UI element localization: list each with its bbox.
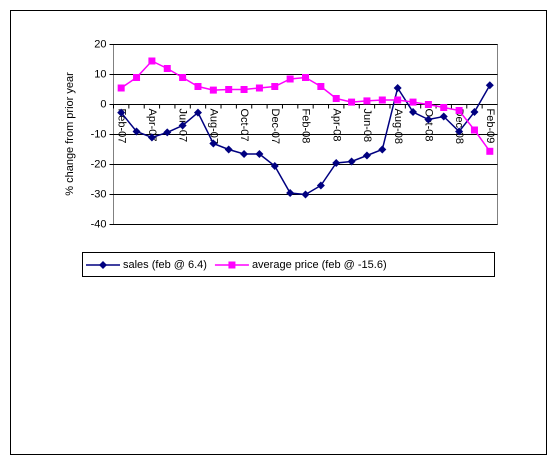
- marker: [147, 133, 156, 142]
- marker: [378, 96, 386, 104]
- marker: [424, 115, 433, 124]
- marker: [117, 108, 126, 117]
- marker: [409, 108, 418, 116]
- x-tick-label: Aug-07: [207, 109, 219, 144]
- marker: [194, 83, 202, 90]
- y-tick-label: 10: [94, 68, 106, 80]
- marker: [455, 107, 463, 114]
- marker: [362, 151, 371, 160]
- marker: [439, 112, 448, 121]
- marker: [132, 127, 141, 136]
- marker: [209, 139, 218, 148]
- marker: [255, 150, 264, 158]
- marker: [316, 181, 325, 190]
- marker: [470, 126, 478, 134]
- marker: [117, 84, 125, 92]
- marker: [394, 96, 402, 104]
- marker: [209, 86, 217, 94]
- x-tick-label: Oct-07: [238, 109, 250, 142]
- y-tick-label: -10: [91, 128, 107, 140]
- marker: [179, 74, 187, 81]
- marker: [286, 189, 295, 197]
- y-tick-label: -20: [91, 158, 107, 170]
- marker: [225, 86, 233, 93]
- marker: [224, 145, 233, 154]
- marker: [271, 83, 279, 90]
- legend-label: average price (feb @ -15.6): [252, 259, 387, 271]
- marker: [148, 57, 156, 65]
- marker: [270, 162, 279, 170]
- x-tick-label: Dec-07: [269, 109, 281, 144]
- marker: [255, 84, 263, 92]
- marker: [133, 74, 141, 81]
- marker: [332, 159, 341, 167]
- x-tick-label: Apr-08: [330, 109, 342, 142]
- legend: [82, 252, 495, 277]
- x-tick-label: Feb-08: [300, 109, 312, 144]
- x-tick-label: Oct-08: [422, 109, 434, 142]
- marker: [332, 95, 340, 102]
- y-axis-label: % change from prior year: [64, 72, 76, 196]
- marker: [393, 84, 402, 92]
- x-tick-label: Apr-07: [146, 109, 158, 142]
- marker: [486, 147, 494, 155]
- marker: [193, 108, 202, 117]
- marker: [240, 150, 249, 158]
- marker: [409, 98, 417, 106]
- marker: [378, 145, 387, 154]
- marker: [455, 127, 464, 136]
- marker: [286, 75, 294, 83]
- marker: [163, 65, 171, 72]
- legend-label: sales (feb @ 6.4): [123, 259, 207, 271]
- x-tick-label: Jun-08: [361, 109, 373, 143]
- marker: [347, 157, 356, 166]
- marker: [470, 108, 479, 116]
- y-tick-label: 20: [94, 38, 106, 50]
- y-tick-label: -40: [91, 218, 107, 230]
- marker: [485, 81, 494, 90]
- marker: [240, 86, 248, 93]
- y-tick-label: -30: [91, 188, 107, 200]
- marker: [363, 97, 371, 105]
- x-tick-label: Dec-08: [453, 109, 465, 144]
- y-tick-label: 0: [100, 98, 106, 110]
- marker: [301, 190, 310, 199]
- x-tick-label: Feb-09: [484, 109, 496, 144]
- marker: [424, 101, 432, 108]
- marker: [99, 261, 107, 269]
- marker: [440, 104, 448, 111]
- x-tick-label: Aug-08: [392, 109, 404, 144]
- marker: [302, 74, 309, 81]
- marker: [228, 261, 236, 269]
- marker: [178, 121, 187, 130]
- marker: [163, 128, 172, 137]
- marker: [348, 98, 356, 106]
- marker: [317, 83, 325, 90]
